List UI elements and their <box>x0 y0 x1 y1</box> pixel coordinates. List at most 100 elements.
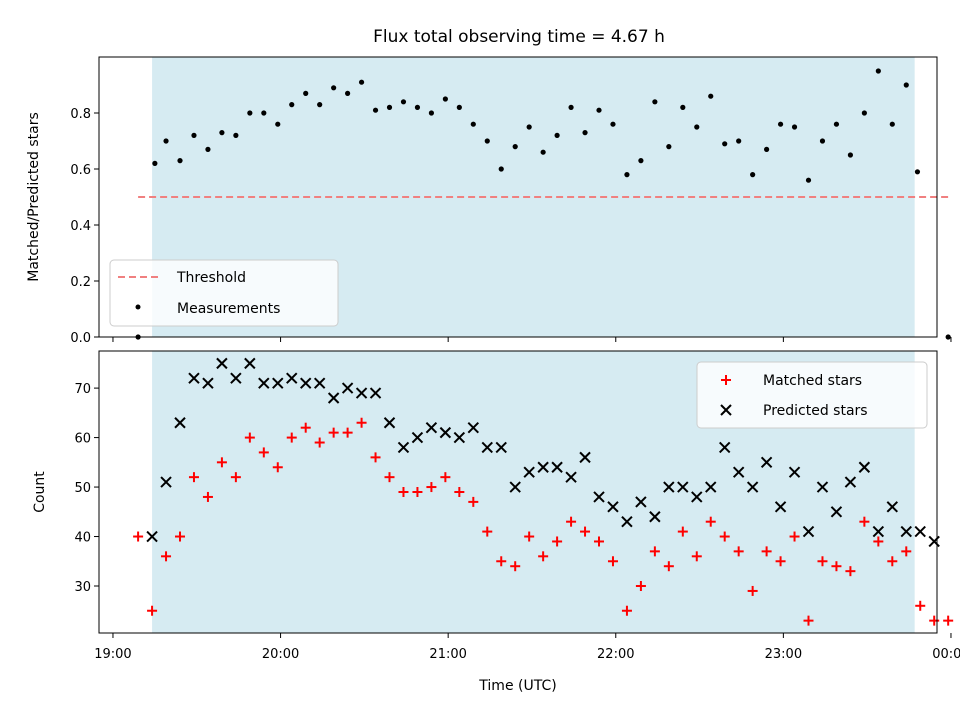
matched-star-point <box>761 546 772 557</box>
ratio-panel-frame <box>98 56 938 338</box>
measurement-point <box>610 121 616 127</box>
predicted-star-point <box>691 491 703 503</box>
ratio-y-tick-label: 0.0 <box>70 331 91 346</box>
time-x-tick-label: 21:00 <box>429 647 466 662</box>
matched-star-point <box>258 447 269 458</box>
predicted-star-point <box>718 441 731 454</box>
measurement-point <box>708 93 714 99</box>
matched-star-point <box>887 556 898 567</box>
predicted-star-point <box>593 491 605 503</box>
predicted-star-point <box>565 471 577 483</box>
measurement-point <box>163 138 169 144</box>
predicted-star-point <box>327 392 340 404</box>
legend-measurements-label: Measurements <box>177 301 280 317</box>
predicted-star-point <box>495 441 507 454</box>
predicted-star-point <box>341 382 354 394</box>
measurement-point <box>205 146 211 152</box>
measurement-point <box>819 138 826 144</box>
measurement-point <box>847 152 854 158</box>
predicted-star-point <box>830 506 843 518</box>
legend-plus-marker <box>721 375 731 385</box>
predicted-star-point <box>174 417 186 429</box>
chart-title: Flux total observing time = 4.67 h <box>373 27 665 47</box>
legend-predicted-swatch <box>720 404 732 416</box>
matched-star-point <box>845 566 856 577</box>
predicted-star-point <box>900 525 912 538</box>
predicted-star-point <box>788 466 801 478</box>
predicted-star-point <box>635 496 647 508</box>
matched-star-point <box>901 546 912 557</box>
measurement-point <box>791 124 798 130</box>
predicted-star-point <box>886 501 899 513</box>
predicted-star-point <box>774 501 787 513</box>
predicted-star-point <box>677 481 689 493</box>
measurement-point <box>945 334 951 340</box>
matched-star-point <box>272 462 283 473</box>
predicted-star-point <box>383 417 396 429</box>
ratio-y-tick-label: 0.8 <box>70 107 91 122</box>
matched-star-point <box>300 422 311 433</box>
matched-star-point <box>566 516 577 527</box>
measurement-point <box>540 149 546 155</box>
predicted-star-point <box>607 501 619 513</box>
matched-star-point <box>133 531 144 542</box>
predicted-star-point <box>146 530 158 543</box>
matched-star-point <box>230 472 241 483</box>
matched-star-point <box>314 437 325 448</box>
matched-star-point <box>328 427 339 438</box>
measurement-point <box>414 104 421 110</box>
measurement-point <box>177 158 183 164</box>
measurement-point <box>345 90 351 96</box>
count-legend-box <box>696 361 928 429</box>
measurement-point <box>484 138 490 144</box>
legend-measurements-swatch <box>135 304 141 310</box>
matched-star-point <box>705 516 716 527</box>
matched-stars-points <box>133 417 954 626</box>
predicted-star-point <box>649 511 661 523</box>
measurement-point <box>638 158 644 164</box>
predicted-star-point <box>411 431 424 444</box>
measurement-point <box>694 124 700 130</box>
count-legend: Matched stars Predicted stars <box>696 361 928 429</box>
predicted-star-point <box>802 525 815 538</box>
predicted-star-point <box>844 476 857 488</box>
time-x-tick-label: 22:00 <box>597 647 634 662</box>
matched-star-point <box>510 561 521 572</box>
measurement-point <box>736 138 742 144</box>
predicted-star-point <box>299 377 312 389</box>
count-y-tick-label: 60 <box>74 432 91 447</box>
matched-star-point <box>440 472 451 483</box>
measurement-point <box>582 130 588 136</box>
matched-star-point <box>677 526 688 537</box>
measurement-point <box>386 104 393 110</box>
count-panel: 30 40 50 60 70 19:00 20:00 21:00 22:00 23:00 00:00… <box>32 350 960 694</box>
matched-star-point <box>356 417 367 428</box>
predicted-star-point <box>272 377 284 389</box>
measurement-point <box>152 160 158 166</box>
predicted-star-point <box>872 525 885 538</box>
predicted-star-point <box>244 357 256 370</box>
predicted-star-point <box>816 481 829 493</box>
count-y-tick-label: 50 <box>74 481 91 496</box>
predicted-star-point <box>732 466 745 478</box>
matched-star-point <box>831 561 842 572</box>
predicted-star-point <box>202 377 214 389</box>
measurement-point <box>400 99 407 105</box>
measurement-point <box>317 102 323 108</box>
ratio-y-tick-label: 0.2 <box>70 275 91 290</box>
count-y-tick-label: 70 <box>74 382 91 397</box>
measurement-point <box>680 104 686 110</box>
matched-star-point <box>929 615 940 626</box>
matched-star-point <box>733 546 744 557</box>
matched-star-point <box>691 551 702 562</box>
measurement-point <box>833 121 840 127</box>
matched-star-point <box>342 427 353 438</box>
measurement-point <box>596 107 602 113</box>
matched-star-point <box>607 556 618 567</box>
time-x-tick-label: 20:00 <box>262 647 299 662</box>
legend-predicted-label: Predicted stars <box>763 403 868 419</box>
measurement-point <box>275 121 281 127</box>
measurement-point <box>764 146 770 152</box>
predicted-star-point <box>621 515 633 528</box>
